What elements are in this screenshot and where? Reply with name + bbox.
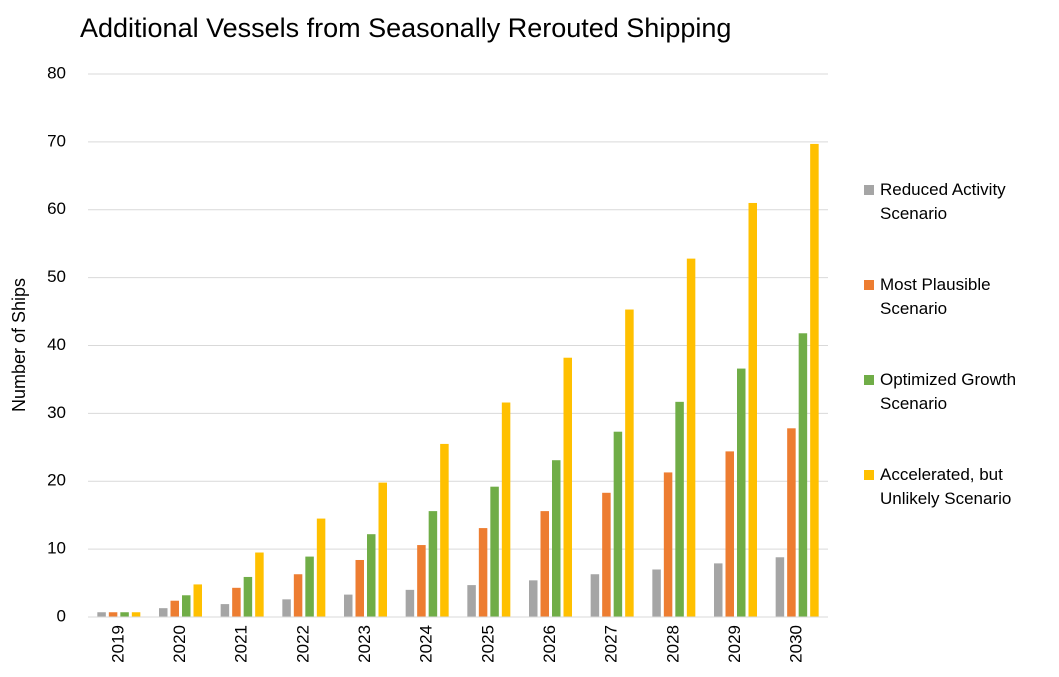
bar <box>775 557 785 617</box>
bar <box>378 482 387 617</box>
y-tick-label: 70 <box>47 131 66 150</box>
bar <box>748 202 757 617</box>
x-tick-label: 2026 <box>540 625 559 663</box>
x-tick-label: 2028 <box>663 625 682 663</box>
bar <box>467 585 476 617</box>
legend-label: Reduced Activity Scenario <box>880 180 1006 223</box>
y-tick-label: 10 <box>47 539 66 558</box>
chart-title: Additional Vessels from Seasonally Rerou… <box>80 13 731 43</box>
bar <box>663 472 673 617</box>
bar <box>563 357 572 617</box>
legend-label: Optimized Growth Scenario <box>880 370 1017 413</box>
bar <box>428 511 438 617</box>
y-tick-label: 50 <box>47 267 66 286</box>
legend-item: Accelerated, but Unlikely Scenario <box>864 463 1054 558</box>
x-tick-label: 2030 <box>787 625 806 663</box>
legend-item: Most Plausible Scenario <box>864 273 1054 368</box>
bar <box>602 492 611 617</box>
bar <box>625 309 634 617</box>
bar <box>108 612 118 617</box>
bar <box>725 451 734 617</box>
x-tick-label: 2020 <box>170 625 189 663</box>
y-tick-label: 80 <box>47 63 66 82</box>
x-tick-label: 2029 <box>725 625 744 663</box>
x-tick-label: 2019 <box>108 625 127 663</box>
x-tick-label: 2021 <box>232 625 251 663</box>
bar <box>193 584 202 617</box>
bar <box>478 528 488 617</box>
legend-swatch <box>864 280 874 290</box>
bar <box>293 574 303 617</box>
x-tick-label: 2025 <box>478 625 497 663</box>
bar <box>787 428 796 617</box>
bar <box>367 534 376 617</box>
legend-swatch <box>864 470 874 480</box>
bar <box>243 576 253 617</box>
legend-label: Most Plausible Scenario <box>880 275 991 318</box>
x-tick-label: 2024 <box>417 625 436 663</box>
bar <box>405 589 415 617</box>
bar <box>810 143 819 617</box>
legend-swatch <box>864 185 874 195</box>
bar <box>344 594 353 617</box>
bar <box>182 595 191 617</box>
bar <box>737 368 746 617</box>
bar <box>552 460 561 617</box>
bar <box>220 604 230 617</box>
bar <box>590 574 600 617</box>
y-tick-label: 40 <box>47 335 66 354</box>
x-tick-label: 2022 <box>293 625 312 663</box>
bar <box>170 600 179 617</box>
legend: Reduced Activity Scenario Most Plausible … <box>864 178 1054 558</box>
x-tick-label: 2023 <box>355 625 374 663</box>
bar <box>97 612 106 617</box>
legend-swatch <box>864 375 874 385</box>
y-tick-label: 30 <box>47 403 66 422</box>
bar <box>686 258 696 617</box>
bar <box>714 563 723 617</box>
bar <box>540 511 549 617</box>
bar <box>159 608 168 617</box>
bar <box>675 401 684 617</box>
bar <box>490 486 499 617</box>
y-tick-label: 60 <box>47 199 66 218</box>
bar <box>417 545 426 617</box>
y-tick-label: 20 <box>47 471 66 490</box>
y-tick-label: 0 <box>57 606 66 625</box>
bar <box>440 443 449 617</box>
bar <box>120 612 129 617</box>
y-axis-title: Number of Ships <box>9 278 29 412</box>
bar <box>282 599 291 617</box>
bar <box>131 612 141 617</box>
bar <box>501 402 511 617</box>
legend-item: Reduced Activity Scenario <box>864 178 1054 273</box>
legend-label: Accelerated, but Unlikely Scenario <box>880 465 1012 508</box>
bar <box>316 518 326 617</box>
bar <box>798 333 808 617</box>
bar <box>613 431 623 617</box>
bar <box>355 559 364 617</box>
x-tick-label: 2027 <box>602 625 621 663</box>
bar <box>652 569 661 617</box>
bar <box>255 552 264 617</box>
bar <box>305 556 314 617</box>
bar <box>232 587 241 617</box>
legend-item: Optimized Growth Scenario <box>864 368 1054 463</box>
bar <box>529 580 538 617</box>
